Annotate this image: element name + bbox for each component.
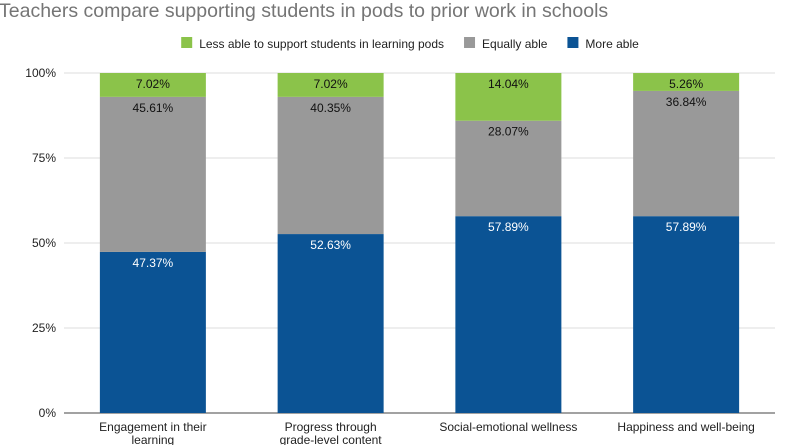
data-label: 40.35% [310,101,351,115]
y-tick-label: 75% [32,151,56,165]
bar-segment [633,216,740,413]
y-tick-label: 25% [32,321,56,335]
bars: 47.37% 45.61% 7.02% 52.63% 40.35% 7.02% 57.89%… [99,73,740,413]
bar-segment [99,73,206,97]
bar-segment [277,234,384,413]
data-label: 45.61% [133,101,174,115]
bar-segment [99,251,206,413]
legend-label: Less able to support students in learnin… [199,37,444,51]
bar-segment [99,96,206,252]
legend: Less able to support students in learnin… [181,37,639,51]
data-label: 47.37% [133,256,174,270]
y-axis: 0% 25% 50% 75% 100% [25,66,56,420]
legend-swatch [181,37,193,48]
y-tick-label: 50% [32,236,56,250]
bar-segment [633,90,740,217]
legend-swatch [567,37,579,48]
data-label: 5.26% [669,77,703,91]
legend-label: Equally able [482,37,548,51]
data-label: 52.63% [310,238,351,252]
x-tick-label: Social-emotional wellness [439,420,577,434]
data-label: 14.04% [488,77,529,91]
bar-segment [455,120,562,217]
data-label: 57.89% [666,220,707,234]
legend-swatch [464,37,476,48]
x-tick-label: Happiness and well-being [617,420,754,434]
x-tick-label: learning [132,433,175,445]
bar-segment [455,216,562,413]
x-tick-label: Progress through [285,420,377,434]
bar-segment [455,73,562,121]
x-tick-label: grade-level content [280,433,383,445]
bar-segment [277,96,384,235]
legend-label: More able [585,37,639,51]
data-label: 7.02% [136,77,170,91]
bar-segment [633,73,740,91]
x-tick-label: Engagement in their [99,420,206,434]
data-label: 36.84% [666,95,707,109]
data-label: 7.02% [314,77,348,91]
bar-segment [277,73,384,97]
chart-title: Teachers compare supporting students in … [0,0,608,22]
data-label: 57.89% [488,220,529,234]
y-tick-label: 100% [25,66,56,80]
data-label: 28.07% [488,125,529,139]
y-tick-label: 0% [39,406,57,420]
